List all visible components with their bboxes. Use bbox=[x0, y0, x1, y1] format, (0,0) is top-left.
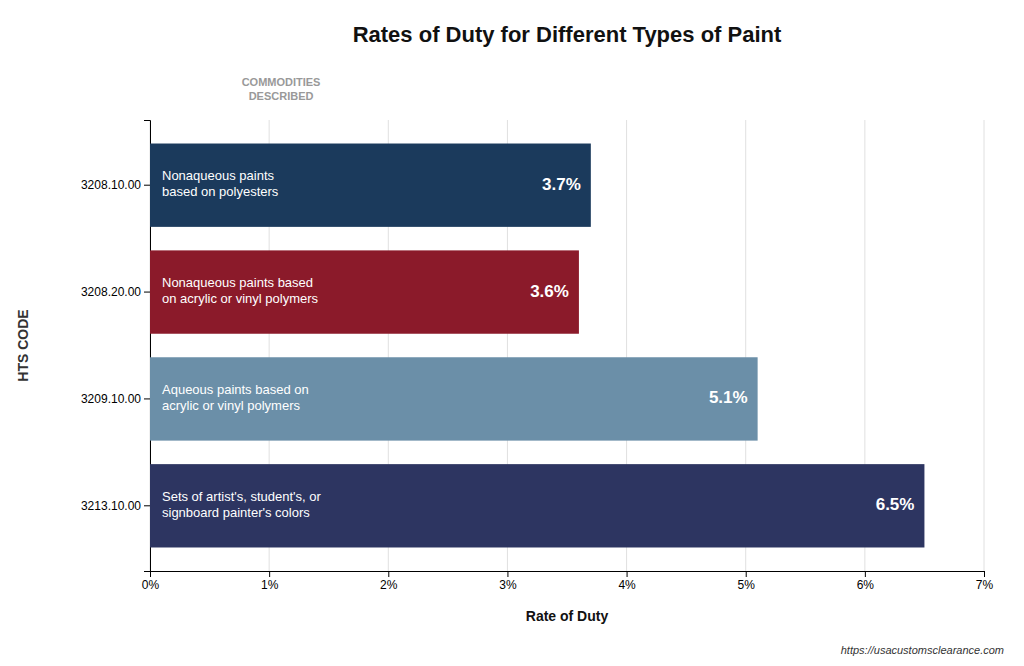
y-tick-label: 3208.10.00 bbox=[81, 178, 141, 192]
x-tick: 6% bbox=[857, 571, 875, 592]
bar-description-line: Nonaqueous paints bbox=[162, 169, 275, 184]
bar-description-line: acrylic or vinyl polymers bbox=[162, 398, 300, 413]
annotation-line: COMMODITIES bbox=[242, 76, 321, 88]
x-axis: 0% 1% 2% 3% 4% 5% 6% 7% bbox=[142, 571, 994, 592]
bar-description-line: on acrylic or vinyl polymers bbox=[162, 291, 319, 306]
y-tick-label: 3208.20.00 bbox=[81, 285, 141, 299]
y-axis-line bbox=[144, 121, 151, 572]
y-tick-mark bbox=[144, 292, 150, 293]
data-label: 6.5% bbox=[876, 495, 915, 514]
x-tick: 1% bbox=[261, 571, 279, 592]
bar bbox=[150, 357, 758, 440]
x-tick: 3% bbox=[499, 571, 517, 592]
x-tick-label: 1% bbox=[261, 578, 279, 592]
bar-description-line: signboard painter's colors bbox=[162, 505, 310, 520]
y-tick: 3208.20.00 bbox=[81, 285, 150, 299]
bar-description-line: Sets of artist's, student's, or bbox=[162, 489, 322, 504]
y-tick: 3213.10.00 bbox=[81, 499, 150, 513]
bar-description-line: Aqueous paints based on bbox=[162, 383, 309, 398]
y-tick-mark bbox=[144, 505, 150, 506]
x-tick-mark bbox=[984, 571, 985, 577]
y-tick: 3209.10.00 bbox=[81, 392, 150, 406]
x-tick-label: 7% bbox=[976, 578, 994, 592]
x-tick-mark bbox=[746, 571, 747, 577]
x-tick: 4% bbox=[618, 571, 636, 592]
y-axis: 3208.10.00 3208.20.00 3209.10.00 3213.10.00 bbox=[81, 121, 151, 572]
x-tick-label: 3% bbox=[499, 578, 517, 592]
bar-description-line: Nonaqueous paints based bbox=[162, 276, 313, 291]
bar bbox=[150, 250, 579, 333]
bar-description: Nonaqueous paints basedon acrylic or vin… bbox=[162, 276, 319, 307]
bar bbox=[150, 464, 924, 547]
x-axis-title: Rate of Duty bbox=[526, 608, 609, 624]
x-tick-label: 4% bbox=[618, 578, 636, 592]
data-label: 3.7% bbox=[542, 175, 581, 194]
x-tick: 7% bbox=[976, 571, 994, 592]
x-tick: 2% bbox=[380, 571, 398, 592]
x-tick-mark bbox=[865, 571, 866, 577]
x-tick-label: 6% bbox=[857, 578, 875, 592]
x-tick-mark bbox=[507, 571, 508, 577]
data-label: 5.1% bbox=[709, 388, 748, 407]
x-tick: 0% bbox=[142, 571, 160, 592]
x-tick-label: 2% bbox=[380, 578, 398, 592]
chart-container: 0% 1% 2% 3% 4% 5% 6% 7% 3208.10.00 3208.20.00 3209… bbox=[0, 0, 1024, 666]
y-tick-mark bbox=[144, 185, 150, 186]
y-tick: 3208.10.00 bbox=[81, 178, 150, 192]
x-tick-mark bbox=[627, 571, 628, 577]
bars bbox=[150, 144, 924, 548]
y-tick-label: 3213.10.00 bbox=[81, 499, 141, 513]
x-axis-line bbox=[151, 572, 985, 578]
y-axis-title: HTS CODE bbox=[15, 309, 31, 381]
title: Rates of Duty for Different Types of Pai… bbox=[353, 22, 782, 47]
grid-line bbox=[984, 120, 985, 571]
x-tick-label: 5% bbox=[738, 578, 756, 592]
bar-description: Sets of artist's, student's, orsignboard… bbox=[162, 489, 322, 520]
y-tick-mark bbox=[144, 398, 150, 399]
annotation: https://usacustomsclearance.com bbox=[841, 644, 1004, 656]
x-tick: 5% bbox=[738, 571, 756, 592]
x-tick-mark bbox=[388, 571, 389, 577]
bar-description: Aqueous paints based onacrylic or vinyl … bbox=[162, 383, 309, 414]
annotation-line: DESCRIBED bbox=[249, 90, 314, 102]
chart-svg: 0% 1% 2% 3% 4% 5% 6% 7% 3208.10.00 3208.20.00 3209… bbox=[0, 0, 1024, 666]
grid bbox=[150, 120, 984, 571]
annotation: COMMODITIES DESCRIBED bbox=[242, 76, 321, 101]
bar bbox=[150, 144, 591, 227]
data-label: 3.6% bbox=[530, 282, 569, 301]
bar-description-line: based on polyesters bbox=[162, 184, 279, 199]
x-tick-label: 0% bbox=[142, 578, 160, 592]
y-tick-label: 3209.10.00 bbox=[81, 392, 141, 406]
bar-description: Nonaqueous paintsbased on polyesters bbox=[162, 169, 279, 200]
plot-area: 0% 1% 2% 3% 4% 5% 6% 7% 3208.10.00 3208.20.00 3209… bbox=[81, 120, 994, 592]
x-tick-mark bbox=[269, 571, 270, 577]
bar-texts: Nonaqueous paintsbased on polyesters 3.7%… bbox=[162, 169, 914, 520]
